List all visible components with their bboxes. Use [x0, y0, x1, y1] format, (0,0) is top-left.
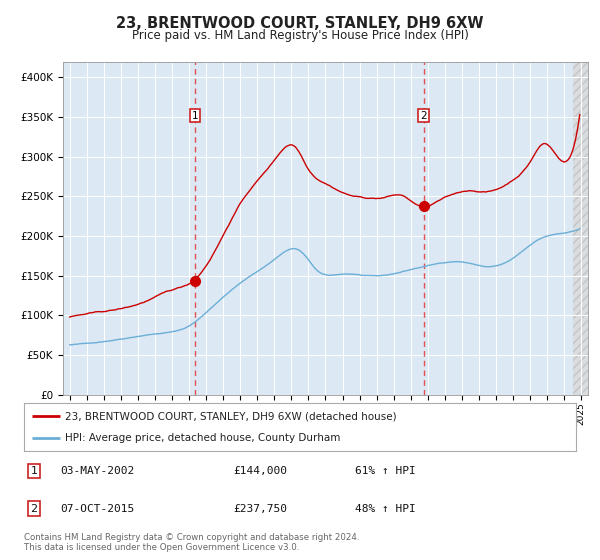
- Text: 07-OCT-2015: 07-OCT-2015: [60, 504, 134, 514]
- Text: 61% ↑ HPI: 61% ↑ HPI: [355, 466, 416, 476]
- Text: Contains HM Land Registry data © Crown copyright and database right 2024.: Contains HM Land Registry data © Crown c…: [24, 533, 359, 542]
- Text: £144,000: £144,000: [234, 466, 288, 476]
- Text: 23, BRENTWOOD COURT, STANLEY, DH9 6XW (detached house): 23, BRENTWOOD COURT, STANLEY, DH9 6XW (d…: [65, 411, 397, 421]
- Text: 48% ↑ HPI: 48% ↑ HPI: [355, 504, 416, 514]
- Text: 23, BRENTWOOD COURT, STANLEY, DH9 6XW: 23, BRENTWOOD COURT, STANLEY, DH9 6XW: [116, 16, 484, 31]
- Text: 03-MAY-2002: 03-MAY-2002: [60, 466, 134, 476]
- Text: £237,750: £237,750: [234, 504, 288, 514]
- Text: 2: 2: [31, 504, 37, 514]
- Text: This data is licensed under the Open Government Licence v3.0.: This data is licensed under the Open Gov…: [24, 543, 299, 552]
- Text: 1: 1: [191, 110, 198, 120]
- Text: 1: 1: [31, 466, 37, 476]
- Polygon shape: [572, 62, 588, 395]
- Text: 2: 2: [420, 110, 427, 120]
- Text: Price paid vs. HM Land Registry's House Price Index (HPI): Price paid vs. HM Land Registry's House …: [131, 29, 469, 42]
- Text: HPI: Average price, detached house, County Durham: HPI: Average price, detached house, Coun…: [65, 433, 341, 443]
